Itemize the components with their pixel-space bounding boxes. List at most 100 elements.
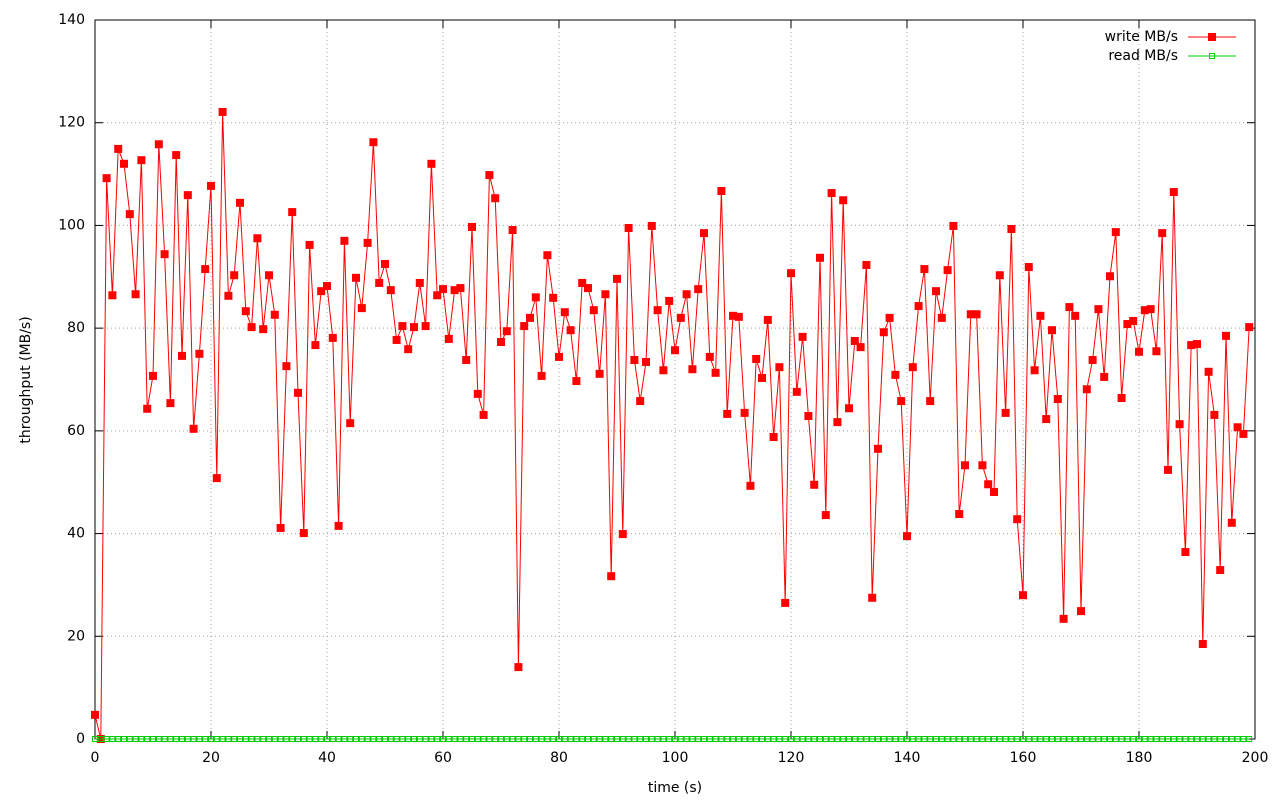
data-point bbox=[1020, 736, 1026, 742]
data-point bbox=[879, 328, 888, 337]
data-point bbox=[173, 736, 180, 742]
data-point bbox=[196, 736, 203, 742]
data-point bbox=[242, 736, 249, 742]
data-point bbox=[683, 736, 690, 742]
data-point bbox=[1008, 736, 1015, 742]
data-point bbox=[799, 736, 806, 742]
data-point bbox=[932, 287, 940, 296]
data-point bbox=[1239, 429, 1248, 438]
data-point bbox=[1042, 415, 1051, 424]
data-point bbox=[451, 736, 458, 742]
data-point bbox=[950, 736, 957, 742]
data-point bbox=[207, 181, 215, 190]
data-point bbox=[740, 408, 749, 417]
data-point bbox=[833, 418, 842, 427]
legend-label: read MB/s bbox=[1108, 48, 1178, 64]
data-point bbox=[480, 736, 487, 742]
data-point bbox=[259, 325, 268, 334]
data-point bbox=[735, 736, 742, 742]
data-point bbox=[254, 736, 261, 742]
data-point bbox=[311, 341, 320, 350]
data-point bbox=[132, 736, 139, 742]
legend-label: write MB/s bbox=[1105, 29, 1178, 45]
data-point bbox=[137, 156, 146, 165]
data-point bbox=[527, 736, 533, 742]
data-point bbox=[503, 736, 510, 742]
data-point bbox=[515, 736, 522, 742]
data-point bbox=[1013, 515, 1022, 524]
data-point bbox=[926, 397, 935, 406]
data-point bbox=[904, 736, 910, 742]
data-point bbox=[1059, 614, 1068, 623]
data-point bbox=[642, 358, 650, 367]
data-point bbox=[1205, 736, 1212, 742]
data-point bbox=[526, 313, 534, 322]
data-point bbox=[1194, 736, 1200, 742]
data-point bbox=[886, 736, 893, 742]
data-point bbox=[636, 397, 645, 406]
data-point bbox=[521, 736, 528, 742]
x-tick-label: 80 bbox=[550, 750, 568, 766]
data-point bbox=[596, 736, 603, 742]
x-tick-label: 40 bbox=[318, 750, 336, 766]
data-point bbox=[956, 736, 963, 742]
data-point bbox=[938, 736, 945, 742]
data-point bbox=[462, 355, 471, 364]
data-point bbox=[724, 736, 731, 742]
data-point bbox=[821, 511, 830, 520]
data-point bbox=[97, 736, 104, 742]
data-point bbox=[1158, 229, 1167, 238]
data-point bbox=[1094, 305, 1103, 314]
data-point bbox=[439, 285, 447, 294]
data-point bbox=[299, 529, 308, 538]
data-point bbox=[248, 736, 255, 742]
data-point bbox=[857, 736, 864, 742]
data-point bbox=[601, 290, 610, 299]
data-point bbox=[903, 532, 911, 541]
legend-marker bbox=[1209, 53, 1215, 59]
y-tick-label: 80 bbox=[67, 320, 85, 336]
data-point bbox=[456, 284, 465, 293]
data-point bbox=[225, 736, 232, 742]
data-point bbox=[265, 271, 273, 280]
data-point bbox=[1106, 272, 1114, 281]
data-point bbox=[967, 736, 974, 742]
data-point bbox=[202, 736, 209, 742]
data-point bbox=[381, 259, 389, 268]
data-point bbox=[1135, 347, 1143, 356]
data-point bbox=[508, 226, 517, 235]
data-point bbox=[370, 736, 377, 742]
data-point bbox=[295, 736, 301, 742]
data-point bbox=[422, 736, 429, 742]
data-point bbox=[1095, 736, 1102, 742]
data-point bbox=[653, 306, 662, 315]
data-point bbox=[150, 736, 156, 742]
data-point bbox=[392, 335, 401, 344]
data-point bbox=[700, 229, 708, 238]
x-axis-label: time (s) bbox=[648, 780, 702, 796]
data-point bbox=[695, 736, 702, 742]
data-point bbox=[398, 322, 407, 331]
data-point bbox=[1083, 736, 1090, 742]
data-point bbox=[486, 736, 493, 742]
data-point bbox=[845, 404, 853, 413]
data-point bbox=[376, 736, 383, 742]
data-point bbox=[840, 736, 847, 742]
data-point bbox=[218, 107, 227, 116]
data-point bbox=[1210, 410, 1219, 419]
data-point bbox=[1228, 736, 1235, 742]
data-point bbox=[502, 327, 511, 336]
data-point bbox=[920, 265, 929, 274]
data-point bbox=[427, 159, 436, 168]
data-point bbox=[908, 363, 917, 372]
data-point bbox=[121, 736, 127, 742]
data-point bbox=[318, 736, 325, 742]
data-point bbox=[1078, 736, 1084, 742]
data-point bbox=[1141, 736, 1148, 742]
data-point bbox=[608, 736, 615, 742]
data-point bbox=[659, 366, 668, 375]
data-point bbox=[149, 371, 157, 380]
data-point bbox=[898, 736, 905, 742]
data-point bbox=[937, 313, 946, 322]
data-point bbox=[781, 598, 790, 607]
